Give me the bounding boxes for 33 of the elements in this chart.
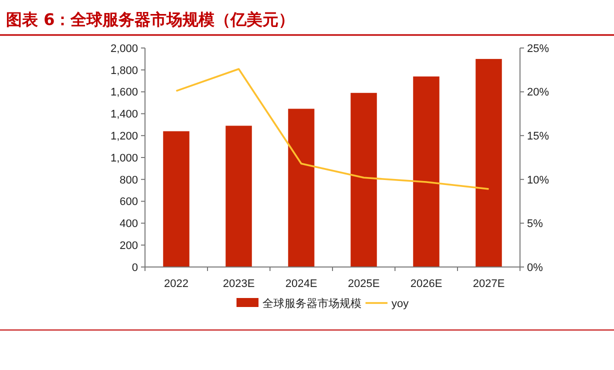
bar [350,92,377,267]
y-tick-label: 1,200 [110,130,138,142]
y-tick-label: 800 [120,174,138,186]
x-tick-label: 2022 [164,278,188,290]
y2-tick-label: 25% [527,42,550,55]
y-tick-label: 1,000 [110,152,138,164]
y-tick-label: 200 [120,240,138,252]
y2-tick-label: 10% [527,174,550,186]
chart-title: 图表 6：全球服务器市场规模（亿美元） [6,10,295,29]
legend-label: 全球服务器市场规模 [262,296,362,310]
x-tick-label: 2025E [348,278,380,290]
bar [413,76,440,267]
y-tick-label: 400 [120,218,138,230]
line-series [175,68,490,190]
x-tick-label: 2026E [410,278,442,290]
legend-label: yoy [392,298,410,310]
y2-tick-label: 15% [527,130,550,142]
bar [288,108,314,267]
bar [476,58,502,267]
y-tick-label: 1,400 [110,108,138,121]
bar [163,131,190,267]
x-tick-label: 2023E [222,278,255,290]
y-tick-label: 1,600 [110,86,138,99]
x-tick-label: 2027E [472,278,505,290]
y2-tick-label: 20% [527,86,550,99]
y2-tick-label: 5% [527,218,544,230]
y-tick-label: 600 [120,196,138,208]
y-tick-label: 1,800 [110,64,138,77]
bar [226,126,252,267]
x-tick-label: 2024E [285,278,318,290]
y-tick-label: 0 [132,262,138,274]
y-tick-label: 2,000 [110,42,138,55]
y2-tick-label: 0% [527,262,544,274]
